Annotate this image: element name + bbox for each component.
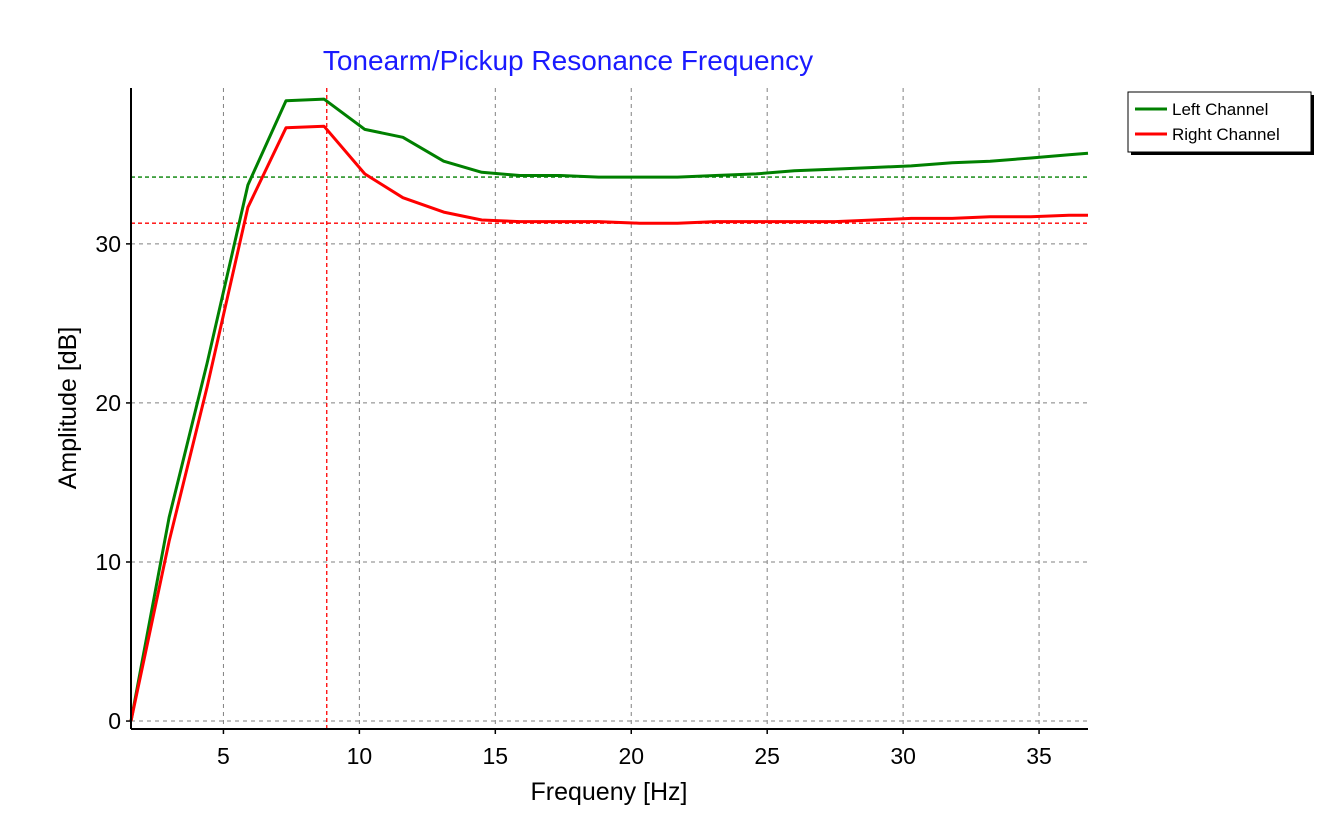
series-line-left-channel <box>129 97 1089 722</box>
x-tick-label-20: 20 <box>618 743 644 769</box>
x-tick-label-5: 5 <box>217 743 230 769</box>
y-tick-label-20: 20 <box>95 390 121 416</box>
chart-title: Tonearm/Pickup Resonance Frequency <box>323 45 813 76</box>
y-tick-label-30: 30 <box>95 231 121 257</box>
x-tick-label-15: 15 <box>483 743 509 769</box>
legend-label-left-channel: Left Channel <box>1172 100 1268 119</box>
legend: Left Channel Right Channel <box>1127 91 1314 155</box>
reference-lines <box>131 88 1088 729</box>
y-axis-label: Amplitude [dB] <box>54 327 82 490</box>
axes <box>130 88 1088 730</box>
y-tick-label-0: 0 <box>108 708 121 734</box>
legend-box <box>1127 91 1312 153</box>
series-line-right-channel <box>129 124 1088 722</box>
y-tick-label-10: 10 <box>95 549 121 575</box>
grid-lines <box>131 88 1088 729</box>
tick-labels: 5 10 15 20 25 30 35 0 10 20 30 <box>95 231 1051 769</box>
x-tick-label-30: 30 <box>890 743 916 769</box>
x-axis-label: Frequeny [Hz] <box>530 778 687 806</box>
series-lines <box>129 97 1089 722</box>
x-tick-label-25: 25 <box>754 743 780 769</box>
legend-label-right-channel: Right Channel <box>1172 125 1280 144</box>
x-tick-label-10: 10 <box>347 743 373 769</box>
x-tick-label-35: 35 <box>1026 743 1052 769</box>
